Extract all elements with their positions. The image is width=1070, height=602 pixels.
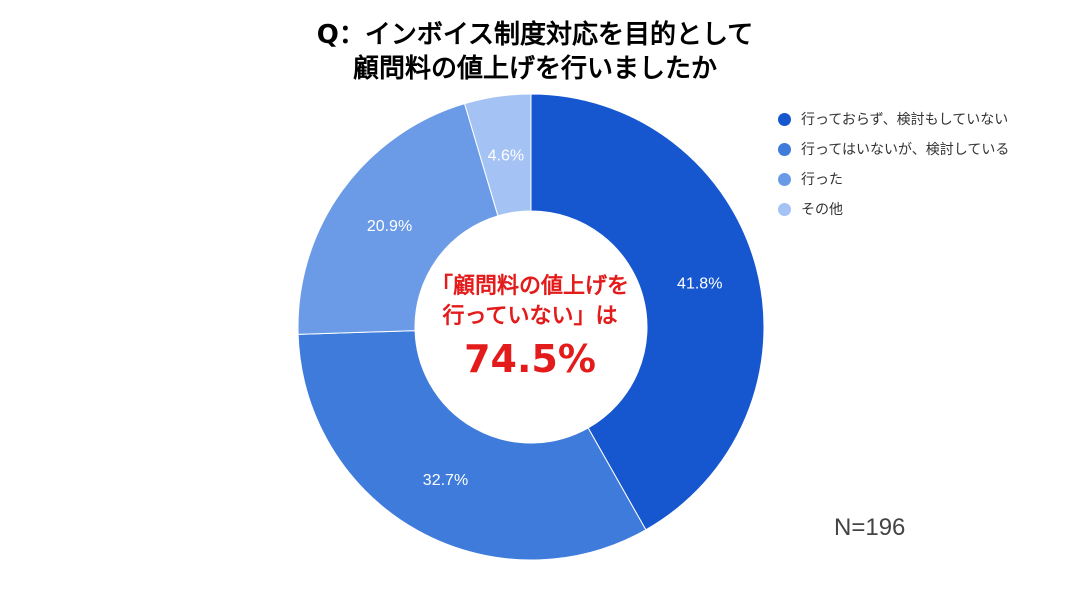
title-line-2: 顧問料の値上げを行いましたか [352,54,717,84]
donut-slice[interactable] [530,93,765,531]
donut-slice[interactable] [297,330,647,561]
slice-value-label: 41.8% [677,276,722,293]
legend-dot [778,112,791,126]
slice-value-label: 20.9% [367,218,412,235]
slice-value-label: 4.6% [488,147,524,164]
center-line-2: 行っていない」は [442,304,618,329]
donut-slice[interactable] [463,93,532,217]
donut-slice[interactable] [297,103,499,335]
legend-item[interactable]: 行っておらず、検討もしていない [778,104,1068,134]
center-annotation: 「顧問料の値上げを 行っていない」は 74.5% [395,272,665,384]
legend-dot [778,172,791,186]
slice-value-label: 32.7% [423,472,468,489]
sample-size-label: N=196 [834,514,906,541]
title-line-1: Q：インボイス制度対応を目的として [316,20,754,50]
legend-label: その他 [801,202,843,218]
legend-label: 行ってはいないが、検討している [801,142,1010,158]
legend: 行っておらず、検討もしていない 行ってはいないが、検討している 行った その他 [778,104,1068,224]
legend-label: 行った [801,172,843,188]
legend-item[interactable]: 行った [778,164,1068,194]
center-line-1: 「顧問料の値上げを [430,274,629,299]
center-highlight-value: 74.5% [464,337,596,381]
chart-title: Q：インボイス制度対応を目的として 顧問料の値上げを行いましたか [0,18,1070,86]
legend-item[interactable]: その他 [778,194,1068,224]
legend-item[interactable]: 行ってはいないが、検討している [778,134,1068,164]
legend-label: 行っておらず、検討もしていない [801,112,1009,128]
legend-dot [778,202,791,216]
legend-dot [778,142,791,156]
